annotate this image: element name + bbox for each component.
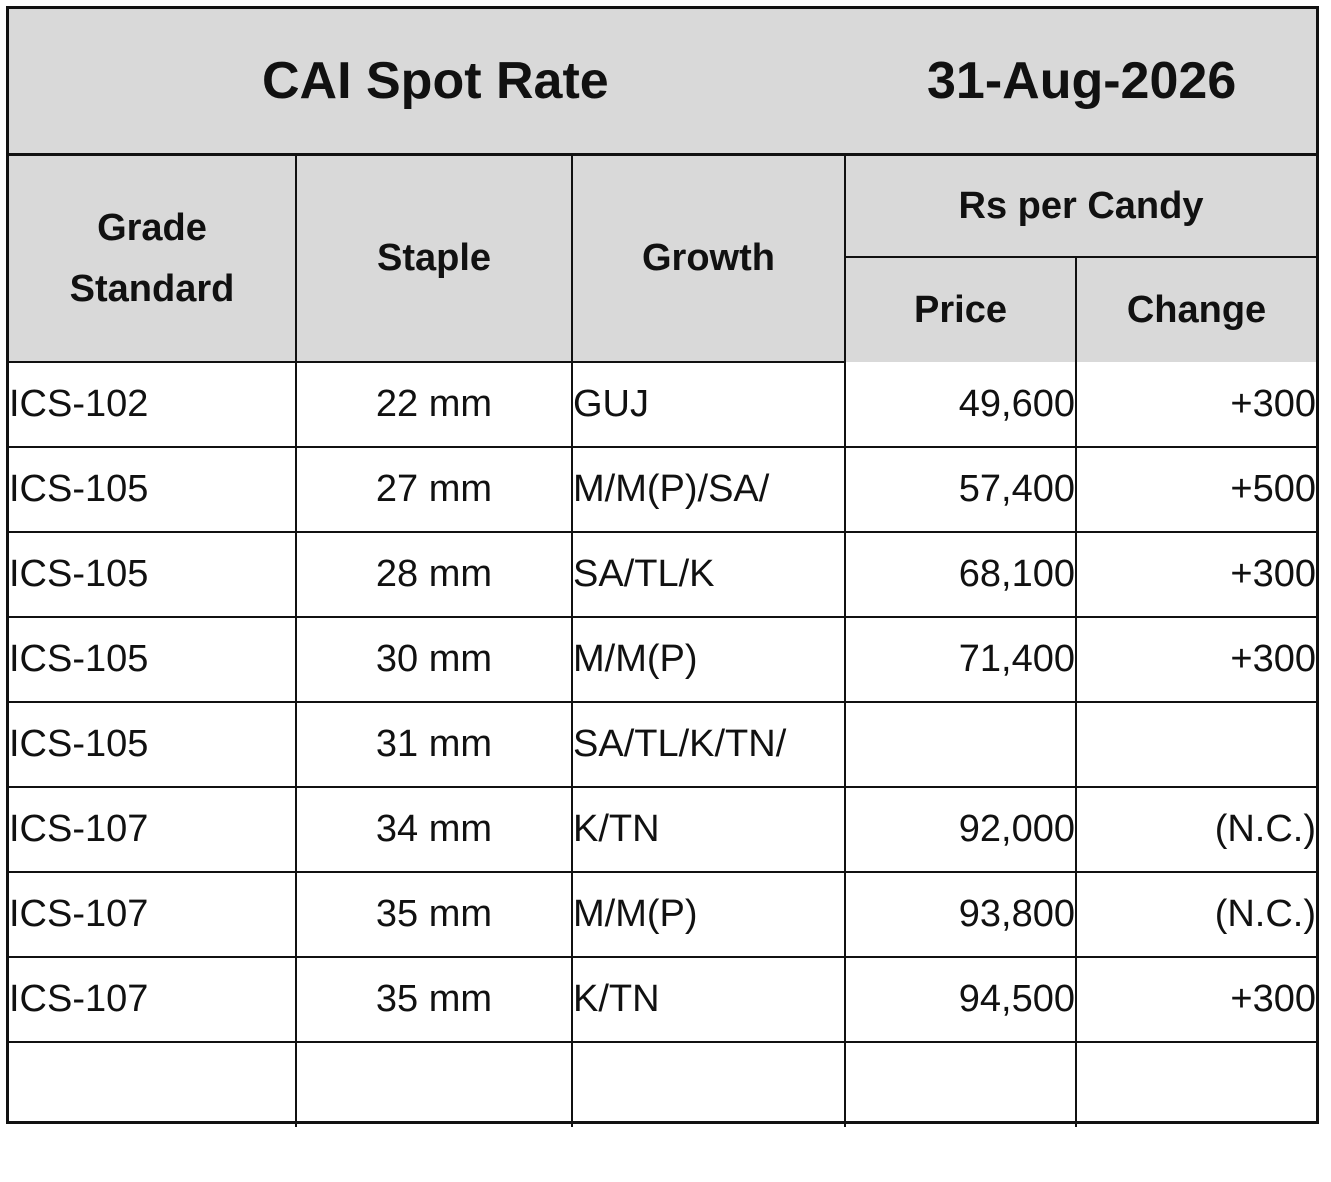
growth-cell — [571, 1041, 846, 1127]
grade-cell: ICS-102 — [9, 362, 297, 448]
report-date: 31-Aug-2026 — [927, 52, 1237, 110]
price-cell: 68,100 — [844, 531, 1077, 618]
header-change: Change — [1075, 256, 1316, 362]
staple-cell — [295, 1041, 573, 1127]
change-cell: +500 — [1075, 446, 1316, 533]
change-cell: +300 — [1075, 616, 1316, 703]
growth-cell: M/M(P)/SA/ — [571, 446, 846, 533]
staple-cell: 35 mm — [295, 956, 573, 1043]
grade-cell: ICS-107 — [9, 786, 297, 873]
growth-cell: SA/TL/K — [571, 531, 846, 618]
price-cell: 94,500 — [844, 956, 1077, 1043]
grade-cell: ICS-105 — [9, 531, 297, 618]
staple-cell: 35 mm — [295, 871, 573, 958]
growth-cell: GUJ — [571, 362, 846, 448]
table-row: ICS-107 35 mm M/M(P) 93,800 (N.C.) — [9, 871, 1316, 958]
table-row — [9, 1041, 1316, 1127]
header-rs-per-candy: Rs per Candy — [844, 156, 1316, 258]
page-title: CAI Spot Rate — [262, 52, 609, 110]
growth-cell: SA/TL/K/TN/ — [571, 701, 846, 788]
table-row: ICS-105 28 mm SA/TL/K 68,100 +300 — [9, 531, 1316, 618]
change-cell — [1075, 1041, 1316, 1127]
growth-cell: M/M(P) — [571, 871, 846, 958]
growth-cell: M/M(P) — [571, 616, 846, 703]
spot-rate-sheet: CAI Spot Rate 31-Aug-2026 Grade Standard… — [6, 6, 1319, 1127]
table-row: ICS-102 22 mm GUJ 49,600 +300 — [9, 362, 1316, 448]
change-cell: (N.C.) — [1075, 786, 1316, 873]
price-cell: 93,800 — [844, 871, 1077, 958]
price-cell: 49,600 — [844, 362, 1077, 448]
header-staple: Staple — [295, 156, 573, 363]
table-row: ICS-107 35 mm K/TN 94,500 +300 — [9, 956, 1316, 1043]
table-row: ICS-107 34 mm K/TN 92,000 (N.C.) — [9, 786, 1316, 873]
header-grade-standard: Grade Standard — [9, 156, 297, 363]
header-price: Price — [845, 256, 1077, 362]
price-cell — [844, 701, 1077, 788]
staple-cell: 34 mm — [295, 786, 573, 873]
change-cell: +300 — [1075, 956, 1316, 1043]
grade-cell: ICS-107 — [9, 871, 297, 958]
grade-cell: ICS-105 — [9, 446, 297, 533]
grade-cell: ICS-105 — [9, 616, 297, 703]
header-growth: Growth — [571, 156, 846, 363]
staple-cell: 27 mm — [295, 446, 573, 533]
spot-rate-table: Grade Standard Staple Growth Rs per Cand… — [9, 156, 1316, 1127]
change-cell — [1075, 701, 1316, 788]
change-cell: +300 — [1075, 531, 1316, 618]
growth-cell: K/TN — [571, 956, 846, 1043]
change-cell: (N.C.) — [1075, 871, 1316, 958]
change-cell: +300 — [1075, 362, 1316, 448]
grade-cell: ICS-105 — [9, 701, 297, 788]
growth-cell: K/TN — [571, 786, 846, 873]
staple-cell: 31 mm — [295, 701, 573, 788]
staple-cell: 30 mm — [295, 616, 573, 703]
price-cell: 92,000 — [844, 786, 1077, 873]
grade-cell: ICS-107 — [9, 956, 297, 1043]
staple-cell: 28 mm — [295, 531, 573, 618]
table-row: ICS-105 27 mm M/M(P)/SA/ 57,400 +500 — [9, 446, 1316, 533]
table-row: ICS-105 30 mm M/M(P) 71,400 +300 — [9, 616, 1316, 703]
price-cell: 57,400 — [844, 446, 1077, 533]
price-cell — [844, 1041, 1077, 1127]
table-row: ICS-105 31 mm SA/TL/K/TN/ — [9, 701, 1316, 788]
price-cell: 71,400 — [844, 616, 1077, 703]
staple-cell: 22 mm — [295, 362, 573, 448]
grade-cell — [9, 1041, 297, 1127]
title-bar: CAI Spot Rate 31-Aug-2026 — [9, 9, 1316, 156]
